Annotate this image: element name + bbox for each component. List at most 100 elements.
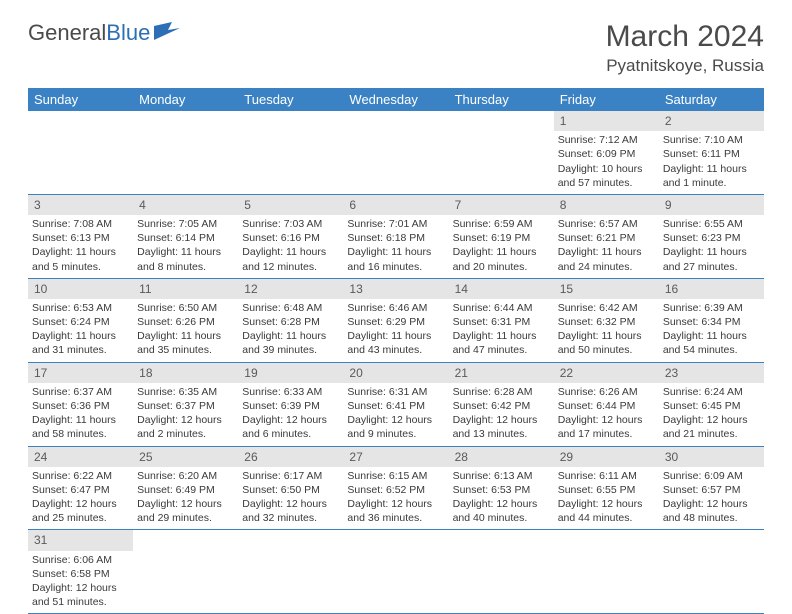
calendar-day: 3Sunrise: 7:08 AMSunset: 6:13 PMDaylight…: [28, 194, 133, 278]
day-details: Sunrise: 6:06 AMSunset: 6:58 PMDaylight:…: [32, 553, 129, 610]
day-details: Sunrise: 7:03 AMSunset: 6:16 PMDaylight:…: [242, 217, 339, 274]
day-line: and 27 minutes.: [663, 260, 760, 274]
day-line: Daylight: 11 hours: [347, 329, 444, 343]
day-line: and 9 minutes.: [347, 427, 444, 441]
day-details: Sunrise: 6:46 AMSunset: 6:29 PMDaylight:…: [347, 301, 444, 358]
day-number: 18: [133, 363, 238, 383]
day-line: Sunrise: 7:01 AM: [347, 217, 444, 231]
day-line: Sunset: 6:24 PM: [32, 315, 129, 329]
day-line: Sunset: 6:57 PM: [663, 483, 760, 497]
calendar-day: 10Sunrise: 6:53 AMSunset: 6:24 PMDayligh…: [28, 278, 133, 362]
day-line: Sunrise: 7:05 AM: [137, 217, 234, 231]
day-line: and 57 minutes.: [558, 176, 655, 190]
day-line: Sunrise: 7:12 AM: [558, 133, 655, 147]
day-line: Daylight: 12 hours: [242, 413, 339, 427]
day-line: and 47 minutes.: [453, 343, 550, 357]
calendar-day: 4Sunrise: 7:05 AMSunset: 6:14 PMDaylight…: [133, 194, 238, 278]
day-details: Sunrise: 6:53 AMSunset: 6:24 PMDaylight:…: [32, 301, 129, 358]
day-line: and 5 minutes.: [32, 260, 129, 274]
day-number: 31: [28, 530, 133, 550]
day-number: 28: [449, 447, 554, 467]
day-line: and 24 minutes.: [558, 260, 655, 274]
day-line: Sunset: 6:36 PM: [32, 399, 129, 413]
day-line: Sunset: 6:41 PM: [347, 399, 444, 413]
day-details: Sunrise: 6:57 AMSunset: 6:21 PMDaylight:…: [558, 217, 655, 274]
day-number: 15: [554, 279, 659, 299]
day-line: Daylight: 10 hours: [558, 162, 655, 176]
day-line: Sunset: 6:14 PM: [137, 231, 234, 245]
calendar-day: [449, 530, 554, 614]
calendar-day: 21Sunrise: 6:28 AMSunset: 6:42 PMDayligh…: [449, 362, 554, 446]
calendar-day: 23Sunrise: 6:24 AMSunset: 6:45 PMDayligh…: [659, 362, 764, 446]
day-line: Sunset: 6:19 PM: [453, 231, 550, 245]
day-number: 11: [133, 279, 238, 299]
day-line: Sunset: 6:45 PM: [663, 399, 760, 413]
weekday-header: Wednesday: [343, 88, 448, 111]
day-number: 2: [659, 111, 764, 131]
location: Pyatnitskoye, Russia: [606, 56, 764, 76]
day-line: Sunrise: 6:11 AM: [558, 469, 655, 483]
weekday-header-row: SundayMondayTuesdayWednesdayThursdayFrid…: [28, 88, 764, 111]
day-line: Daylight: 12 hours: [663, 413, 760, 427]
day-line: Daylight: 11 hours: [558, 245, 655, 259]
day-line: Daylight: 11 hours: [453, 329, 550, 343]
logo: GeneralBlue: [28, 20, 180, 46]
title-block: March 2024 Pyatnitskoye, Russia: [606, 20, 764, 76]
day-line: and 40 minutes.: [453, 511, 550, 525]
logo-text-1: General: [28, 20, 106, 46]
day-number: 14: [449, 279, 554, 299]
day-number: 5: [238, 195, 343, 215]
day-line: Sunset: 6:42 PM: [453, 399, 550, 413]
day-details: Sunrise: 6:11 AMSunset: 6:55 PMDaylight:…: [558, 469, 655, 526]
calendar-week: 10Sunrise: 6:53 AMSunset: 6:24 PMDayligh…: [28, 278, 764, 362]
day-details: Sunrise: 6:39 AMSunset: 6:34 PMDaylight:…: [663, 301, 760, 358]
day-number: 23: [659, 363, 764, 383]
calendar-day: 8Sunrise: 6:57 AMSunset: 6:21 PMDaylight…: [554, 194, 659, 278]
day-line: and 25 minutes.: [32, 511, 129, 525]
calendar-day: 27Sunrise: 6:15 AMSunset: 6:52 PMDayligh…: [343, 446, 448, 530]
day-line: and 35 minutes.: [137, 343, 234, 357]
calendar-day: 19Sunrise: 6:33 AMSunset: 6:39 PMDayligh…: [238, 362, 343, 446]
calendar-day: [238, 530, 343, 614]
day-details: Sunrise: 6:50 AMSunset: 6:26 PMDaylight:…: [137, 301, 234, 358]
day-line: Sunrise: 6:26 AM: [558, 385, 655, 399]
day-line: Daylight: 11 hours: [558, 329, 655, 343]
calendar-day: [343, 530, 448, 614]
day-number: 7: [449, 195, 554, 215]
day-number: 17: [28, 363, 133, 383]
day-line: Sunrise: 6:39 AM: [663, 301, 760, 315]
weekday-header: Sunday: [28, 88, 133, 111]
calendar-day: 20Sunrise: 6:31 AMSunset: 6:41 PMDayligh…: [343, 362, 448, 446]
calendar-day: [238, 111, 343, 194]
day-details: Sunrise: 6:20 AMSunset: 6:49 PMDaylight:…: [137, 469, 234, 526]
day-line: Sunset: 6:23 PM: [663, 231, 760, 245]
day-details: Sunrise: 7:10 AMSunset: 6:11 PMDaylight:…: [663, 133, 760, 190]
day-line: Sunset: 6:37 PM: [137, 399, 234, 413]
calendar-day: 30Sunrise: 6:09 AMSunset: 6:57 PMDayligh…: [659, 446, 764, 530]
calendar-day: [133, 530, 238, 614]
day-details: Sunrise: 6:17 AMSunset: 6:50 PMDaylight:…: [242, 469, 339, 526]
day-number: 16: [659, 279, 764, 299]
day-details: Sunrise: 6:28 AMSunset: 6:42 PMDaylight:…: [453, 385, 550, 442]
day-line: Daylight: 11 hours: [32, 413, 129, 427]
calendar-week: 17Sunrise: 6:37 AMSunset: 6:36 PMDayligh…: [28, 362, 764, 446]
day-line: and 50 minutes.: [558, 343, 655, 357]
day-details: Sunrise: 6:59 AMSunset: 6:19 PMDaylight:…: [453, 217, 550, 274]
day-line: Sunset: 6:34 PM: [663, 315, 760, 329]
day-line: Sunrise: 6:15 AM: [347, 469, 444, 483]
day-line: Sunset: 6:50 PM: [242, 483, 339, 497]
day-line: and 43 minutes.: [347, 343, 444, 357]
flag-icon: [154, 20, 180, 46]
calendar-week: 3Sunrise: 7:08 AMSunset: 6:13 PMDaylight…: [28, 194, 764, 278]
month-title: March 2024: [606, 20, 764, 54]
day-line: Daylight: 12 hours: [347, 497, 444, 511]
day-details: Sunrise: 6:44 AMSunset: 6:31 PMDaylight:…: [453, 301, 550, 358]
day-line: Sunset: 6:31 PM: [453, 315, 550, 329]
day-line: Sunset: 6:47 PM: [32, 483, 129, 497]
day-line: and 2 minutes.: [137, 427, 234, 441]
day-line: Sunrise: 6:06 AM: [32, 553, 129, 567]
weekday-header: Tuesday: [238, 88, 343, 111]
calendar-day: 16Sunrise: 6:39 AMSunset: 6:34 PMDayligh…: [659, 278, 764, 362]
day-number: 1: [554, 111, 659, 131]
day-line: Daylight: 12 hours: [32, 581, 129, 595]
